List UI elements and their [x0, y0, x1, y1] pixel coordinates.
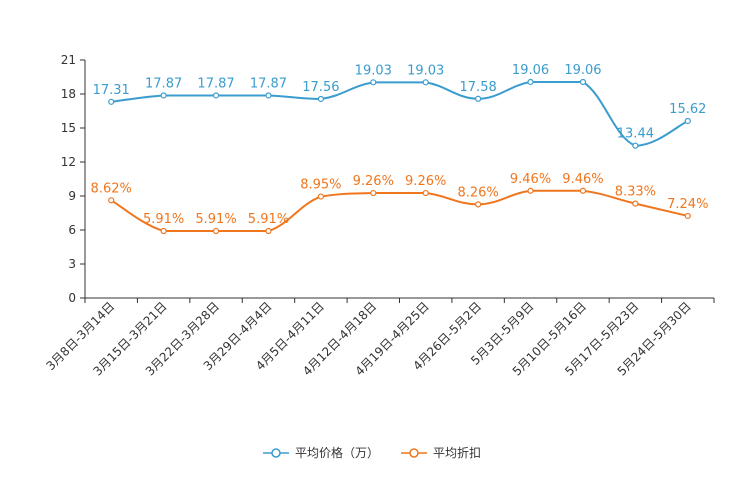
- data-point[interactable]: [684, 117, 691, 125]
- legend-discount-marker: [401, 447, 427, 458]
- data-label: 19.06: [512, 63, 549, 78]
- data-point[interactable]: [422, 79, 429, 86]
- data-label: 19.03: [355, 63, 392, 78]
- data-label: 17.87: [145, 76, 182, 91]
- data-point[interactable]: [265, 92, 272, 99]
- y-tick-label: 3: [68, 257, 76, 271]
- data-label: 8.33%: [615, 185, 656, 200]
- data-label: 17.87: [197, 76, 234, 91]
- data-point[interactable]: [108, 98, 115, 105]
- data-point[interactable]: [422, 189, 429, 197]
- data-point[interactable]: [579, 78, 587, 86]
- data-point[interactable]: [212, 92, 220, 99]
- legend: 平均价格（万） 平均折扣: [0, 444, 744, 461]
- series-line-1: [110, 189, 689, 233]
- data-point[interactable]: [317, 193, 324, 200]
- y-tick-label: 21: [61, 53, 76, 67]
- data-label: 7.24%: [667, 197, 708, 212]
- data-label: 8.26%: [457, 185, 498, 200]
- data-point[interactable]: [160, 227, 167, 235]
- data-label: 5.91%: [195, 212, 236, 227]
- data-point[interactable]: [684, 212, 691, 220]
- data-point[interactable]: [579, 187, 587, 194]
- data-label: 15.62: [669, 102, 706, 117]
- data-point[interactable]: [632, 200, 639, 207]
- y-tick-label: 9: [68, 189, 76, 203]
- series-line-0: [111, 80, 689, 147]
- data-point[interactable]: [265, 227, 272, 235]
- data-point[interactable]: [632, 142, 639, 149]
- data-label: 9.26%: [353, 174, 394, 189]
- data-point[interactable]: [108, 197, 115, 204]
- legend-price-marker: [262, 447, 289, 458]
- y-tick-label: 18: [61, 87, 76, 101]
- data-label: 17.87: [250, 76, 287, 91]
- y-tick-label: 6: [68, 223, 76, 237]
- data-label: 9.26%: [405, 174, 446, 189]
- data-point[interactable]: [370, 189, 377, 197]
- data-point[interactable]: [212, 227, 220, 235]
- data-label: 19.06: [564, 63, 601, 78]
- data-label: 13.44: [617, 127, 654, 142]
- data-point[interactable]: [527, 187, 534, 194]
- data-point[interactable]: [475, 95, 482, 102]
- y-tick-label: 0: [68, 291, 76, 305]
- legend-discount-label: 平均折扣: [433, 446, 482, 460]
- data-label: 8.62%: [91, 181, 132, 196]
- data-point[interactable]: [475, 201, 482, 208]
- y-tick-label: 12: [61, 155, 76, 169]
- legend-price-label: 平均价格（万）: [294, 446, 379, 460]
- data-point[interactable]: [370, 79, 377, 86]
- data-point[interactable]: [527, 78, 534, 86]
- data-label: 9.46%: [510, 172, 551, 187]
- y-tick-label: 15: [61, 121, 76, 135]
- data-point[interactable]: [317, 95, 324, 103]
- legend-item-discount[interactable]: 平均折扣: [401, 444, 481, 461]
- data-label: 9.46%: [562, 172, 603, 187]
- data-label: 8.95%: [300, 178, 341, 193]
- data-label: 17.58: [460, 80, 497, 95]
- data-label: 17.56: [302, 80, 339, 95]
- data-point[interactable]: [160, 92, 167, 99]
- data-label: 19.03: [407, 63, 444, 78]
- legend-item-price[interactable]: 平均价格（万）: [262, 444, 379, 461]
- data-label: 5.91%: [143, 212, 184, 227]
- data-label: 17.31: [93, 83, 130, 98]
- line-chart: 0369121518213月8日-3月14日3月15日-3月21日3月22日-3…: [43, 53, 715, 379]
- data-label: 5.91%: [248, 212, 289, 227]
